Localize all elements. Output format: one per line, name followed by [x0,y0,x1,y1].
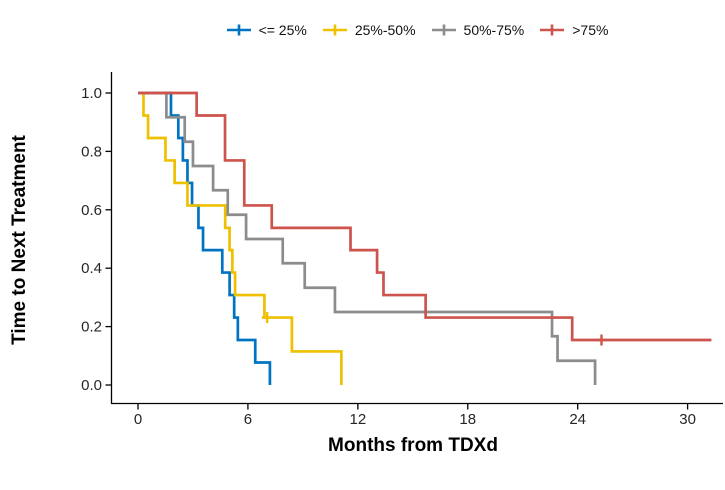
legend-item: 25%-50% [322,21,416,39]
km-curve-0 [138,91,272,385]
km-curve-2 [138,91,597,385]
legend-item: >75% [539,21,608,39]
x-tick-label: 30 [679,411,696,428]
legend-item-label: <= 25% [258,22,307,38]
y-tick-label: 1.0 [81,85,102,102]
x-axis-title: Months from TDXd [328,435,498,456]
y-tick-label: 0.8 [81,143,102,160]
y-tick-label: 0.6 [81,202,102,219]
y-axis-title: Time to Next Treatment [9,135,30,345]
y-tick-label: 0.4 [81,260,102,277]
legend-item-label: 25%-50% [354,22,416,38]
plus-censor-icon [226,24,251,36]
plus-censor-icon [431,24,456,36]
x-tick-label: 18 [459,411,476,428]
legend-item-label: >75% [572,22,609,38]
plus-censor-icon [540,24,565,36]
legend-item: <= 25% [226,21,307,39]
x-tick-label: 24 [569,411,586,428]
x-tick-label: 0 [134,411,142,428]
x-tick-label: 12 [349,411,366,428]
y-tick-label: 0.0 [81,377,102,394]
x-tick-label: 6 [244,411,252,428]
km-curve-3 [138,91,712,342]
plus-censor-icon [322,24,347,36]
legend-item: 50%-75% [431,21,525,39]
legend: <= 25% 25%-50% 50%-75% >75% [111,19,723,41]
legend-item-label: 50%-75% [463,22,525,38]
y-tick-label: 0.2 [81,319,102,336]
